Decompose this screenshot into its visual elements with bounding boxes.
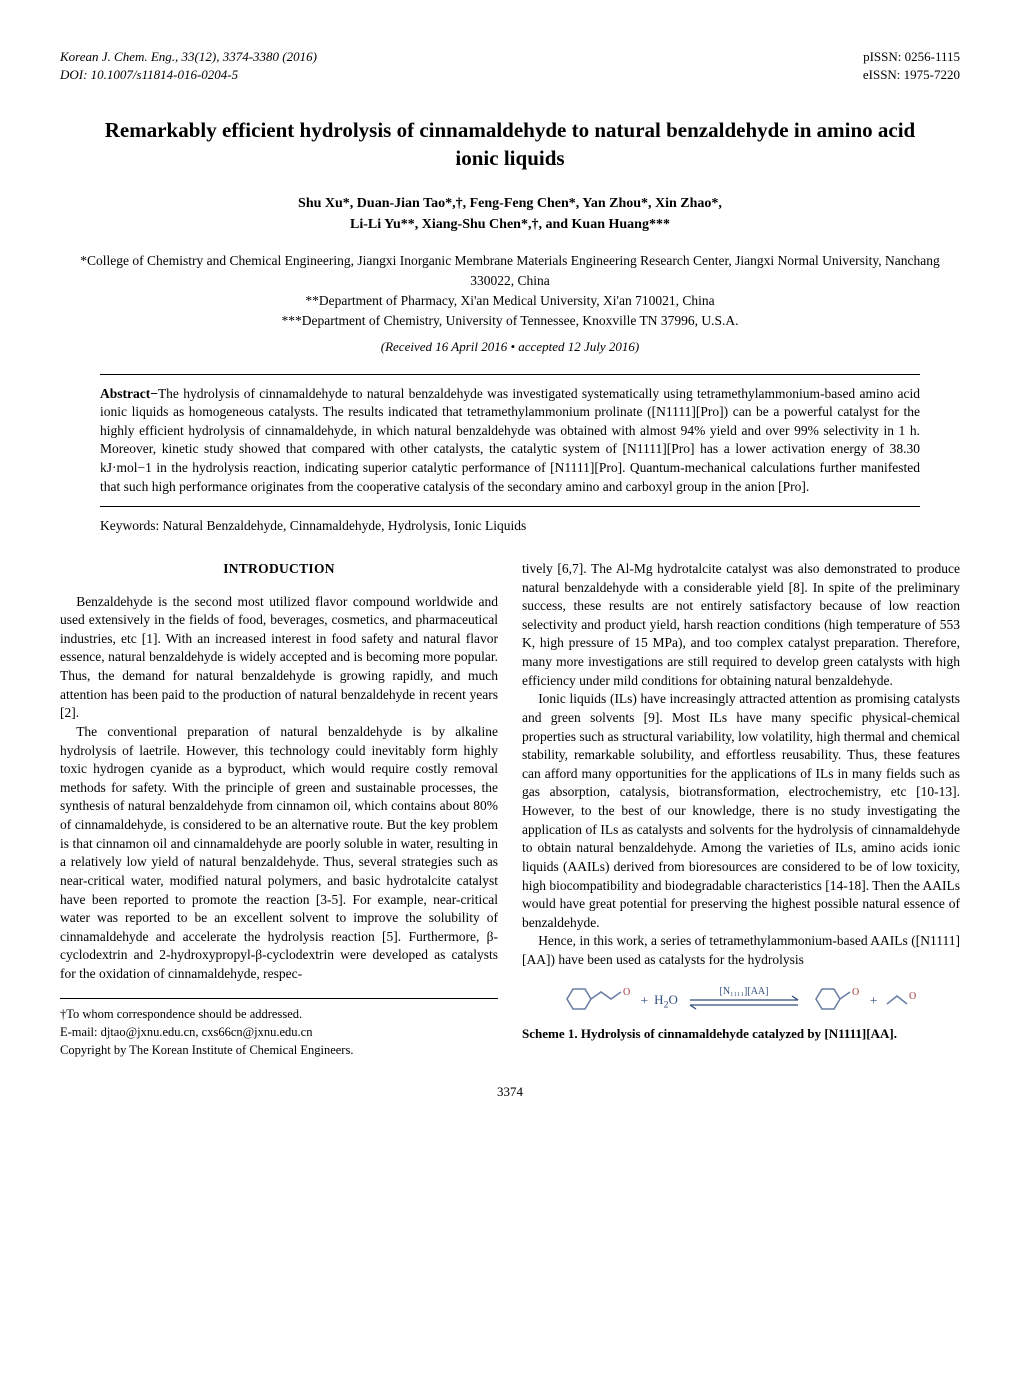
affiliations-block: *College of Chemistry and Chemical Engin… bbox=[60, 251, 960, 332]
svg-text:O: O bbox=[852, 987, 859, 998]
intro-paragraph-5: Hence, in this work, a series of tetrame… bbox=[522, 932, 960, 969]
svg-text:O: O bbox=[623, 987, 630, 998]
scheme-1-caption: Scheme 1. Hydrolysis of cinnamaldehyde c… bbox=[522, 1025, 960, 1043]
arrow-label: [N₁₁₁₁][AA] bbox=[719, 986, 768, 997]
correspondence-note: †To whom correspondence should be addres… bbox=[60, 1005, 498, 1023]
doi: DOI: 10.1007/s11814-016-0204-5 bbox=[60, 66, 317, 84]
page-number: 3374 bbox=[60, 1083, 960, 1101]
left-column: INTRODUCTION Benzaldehyde is the second … bbox=[60, 560, 498, 1059]
acetaldehyde-icon: O bbox=[883, 984, 921, 1020]
running-header: Korean J. Chem. Eng., 33(12), 3374-3380 … bbox=[60, 48, 960, 84]
authors-line-1: Shu Xu*, Duan-Jian Tao*,†, Feng-Feng Che… bbox=[60, 193, 960, 214]
reaction-arrow-icon: [N₁₁₁₁][AA] bbox=[684, 984, 804, 1020]
keywords-text: Natural Benzaldehyde, Cinnamaldehyde, Hy… bbox=[163, 518, 527, 533]
affiliation-3: ***Department of Chemistry, University o… bbox=[60, 311, 960, 331]
affiliation-1: *College of Chemistry and Chemical Engin… bbox=[60, 251, 960, 292]
scheme-plus-1: + bbox=[641, 992, 649, 1011]
keywords-line: Keywords: Natural Benzaldehyde, Cinnamal… bbox=[100, 517, 920, 536]
abstract-paragraph: Abstract−The hydrolysis of cinnamaldehyd… bbox=[100, 385, 920, 497]
cinnamaldehyde-icon: O bbox=[561, 984, 635, 1020]
intro-paragraph-4: Ionic liquids (ILs) have increasingly at… bbox=[522, 690, 960, 932]
keywords-label: Keywords: bbox=[100, 518, 159, 533]
header-left: Korean J. Chem. Eng., 33(12), 3374-3380 … bbox=[60, 48, 317, 84]
benzaldehyde-icon: O bbox=[810, 984, 864, 1020]
authors-line-2: Li-Li Yu**, Xiang-Shu Chen*,†, and Kuan … bbox=[60, 214, 960, 235]
abstract-label: Abstract− bbox=[100, 386, 158, 401]
abstract-text: The hydrolysis of cinnamaldehyde to natu… bbox=[100, 386, 920, 494]
correspondence-footer: †To whom correspondence should be addres… bbox=[60, 998, 498, 1059]
section-heading-introduction: INTRODUCTION bbox=[60, 560, 498, 579]
intro-paragraph-3: tively [6,7]. The Al-Mg hydrotalcite cat… bbox=[522, 560, 960, 690]
journal-citation: Korean J. Chem. Eng., 33(12), 3374-3380 … bbox=[60, 48, 317, 66]
correspondence-email: E-mail: djtao@jxnu.edu.cn, cxs66cn@jxnu.… bbox=[60, 1023, 498, 1041]
received-line: (Received 16 April 2016 • accepted 12 Ju… bbox=[60, 338, 960, 356]
body-columns: INTRODUCTION Benzaldehyde is the second … bbox=[60, 560, 960, 1059]
copyright-line: Copyright by The Korean Institute of Che… bbox=[60, 1041, 498, 1059]
pissn: pISSN: 0256-1115 bbox=[863, 48, 960, 66]
affiliation-2: **Department of Pharmacy, Xi'an Medical … bbox=[60, 291, 960, 311]
intro-paragraph-2: The conventional preparation of natural … bbox=[60, 723, 498, 984]
right-column: tively [6,7]. The Al-Mg hydrotalcite cat… bbox=[522, 560, 960, 1059]
header-right: pISSN: 0256-1115 eISSN: 1975-7220 bbox=[863, 48, 960, 84]
intro-paragraph-1: Benzaldehyde is the second most utilized… bbox=[60, 593, 498, 723]
svg-text:O: O bbox=[909, 991, 916, 1002]
eissn: eISSN: 1975-7220 bbox=[863, 66, 960, 84]
scheme-plus-2: + bbox=[870, 992, 878, 1011]
authors-block: Shu Xu*, Duan-Jian Tao*,†, Feng-Feng Che… bbox=[60, 193, 960, 235]
abstract-block: Abstract−The hydrolysis of cinnamaldehyd… bbox=[100, 374, 920, 508]
scheme-1-figure: O + H2O [N₁₁₁₁][AA] O bbox=[522, 984, 960, 1020]
scheme-water: H2O bbox=[654, 991, 678, 1012]
article-title: Remarkably efficient hydrolysis of cinna… bbox=[100, 116, 920, 173]
